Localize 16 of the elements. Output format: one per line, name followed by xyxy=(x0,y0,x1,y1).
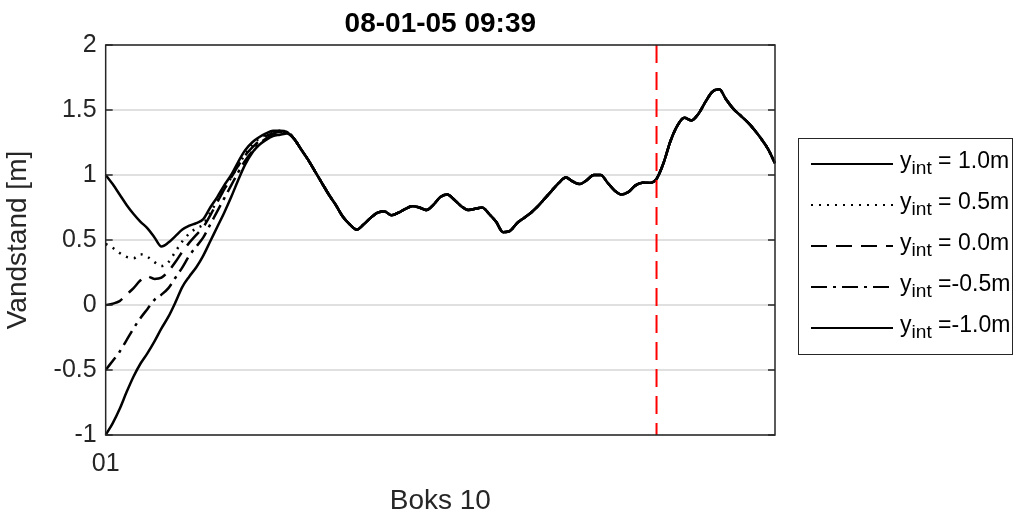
y-tick-label: 1.5 xyxy=(61,93,97,122)
y-tick-label: 0.5 xyxy=(61,223,97,252)
x-tick-label: 01 xyxy=(91,447,120,476)
y-tick-label: 0 xyxy=(82,288,97,317)
legend-label: y$_{int}$ = 0.5m xyxy=(900,186,1010,221)
x-axis-title: Boks 10 xyxy=(389,483,491,515)
legend-label: y$_{int}$ = 0.0m xyxy=(900,227,1010,262)
legend-label: y$_{int}$ =-1.0m xyxy=(900,309,1011,344)
legend-label: y$_{int}$ = 1.0m xyxy=(900,145,1010,180)
y-tick-label: -1 xyxy=(74,418,97,447)
y-tick-label: -0.5 xyxy=(53,353,97,382)
y-tick-label: 1 xyxy=(82,158,97,187)
y-tick-label: 2 xyxy=(82,28,97,57)
y-axis-title: Vandstand [m] xyxy=(0,150,32,330)
legend-label: y$_{int}$ =-0.5m xyxy=(900,268,1011,303)
chart-title: 08-01-05 09:39 xyxy=(344,7,537,38)
